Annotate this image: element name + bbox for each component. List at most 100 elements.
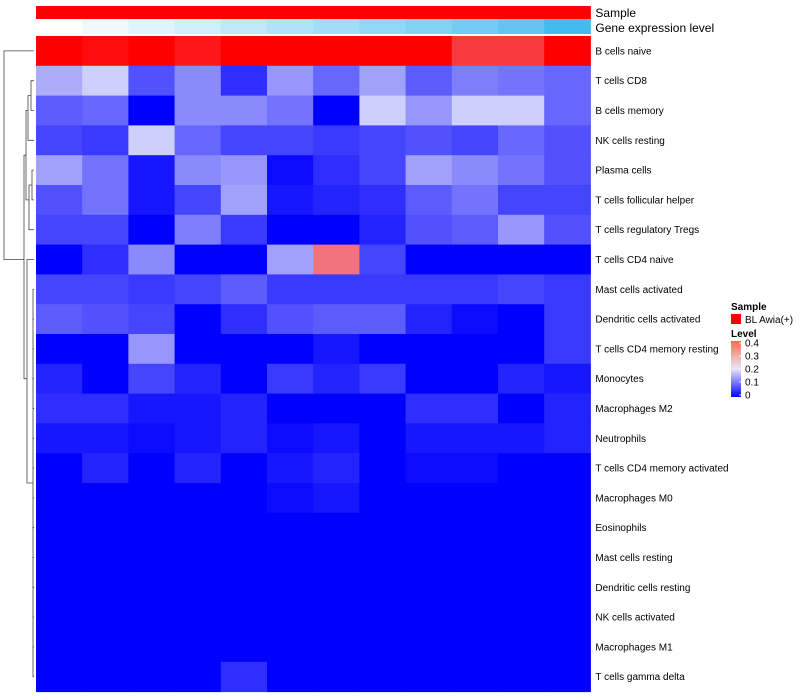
heatmap-cell <box>405 423 453 454</box>
heatmap-cell <box>36 95 83 126</box>
heatmap-cell <box>405 602 453 633</box>
dendrogram-branch <box>3 50 34 260</box>
heatmap-cell <box>267 453 314 484</box>
heatmap-cell <box>128 542 176 573</box>
heatmap-cell <box>359 334 407 365</box>
heatmap-cell <box>82 214 129 246</box>
heatmap-cell <box>220 572 268 603</box>
heatmap-cell <box>498 334 545 365</box>
heatmap-cell <box>174 274 222 305</box>
heatmap-cell <box>36 334 83 365</box>
heatmap-cell <box>174 95 222 126</box>
heatmap-cell <box>313 125 360 156</box>
heatmap-cell <box>544 423 591 454</box>
heatmap-cell <box>82 274 129 305</box>
sample-track-cell <box>544 6 591 19</box>
heatmap-cell <box>544 244 591 275</box>
heatmap-cell <box>82 483 129 514</box>
dendrogram-branch <box>32 318 34 350</box>
heatmap-cell <box>498 304 545 335</box>
heatmap-cell <box>405 244 453 275</box>
row-label: Mast cells activated <box>595 285 682 296</box>
heatmap-cell <box>498 274 545 305</box>
heatmap-cell <box>544 304 591 335</box>
heatmap-cell <box>313 36 360 67</box>
heatmap-cell <box>128 125 176 156</box>
heatmap-cell <box>128 95 176 126</box>
heatmap-cell <box>267 572 314 603</box>
dendrogram-branch <box>32 586 34 618</box>
sample-track-cell <box>451 6 499 19</box>
heatmap-cell <box>544 602 591 633</box>
heatmap-cell <box>174 661 222 693</box>
heatmap-cell <box>544 65 591 97</box>
sample-track-cell <box>36 6 83 19</box>
row-dendrogram <box>3 50 34 678</box>
gene-track-cell <box>220 19 268 34</box>
heatmap-cell <box>359 185 407 216</box>
sample-track-cell <box>128 6 176 19</box>
heatmap-cell <box>498 632 545 663</box>
dendrogram-branch <box>32 557 34 588</box>
dendrogram-branch <box>23 154 27 380</box>
heatmap-cell <box>174 214 222 246</box>
heatmap-cell <box>82 572 129 603</box>
legend-level-ticks: 0 0.1 0.2 0.3 0.4 <box>739 339 759 402</box>
heatmap-cell <box>313 423 360 454</box>
heatmap-cell <box>36 214 83 246</box>
heatmap-cell <box>174 542 222 573</box>
heatmap-cell <box>451 214 499 246</box>
heatmap-cell <box>313 453 360 484</box>
heatmap-cell <box>36 36 83 67</box>
heatmap-cell <box>220 244 268 275</box>
heatmap-cell <box>451 512 499 544</box>
heatmap-cell <box>405 393 453 424</box>
heatmap-cell <box>359 214 407 246</box>
legend-level-title: Level <box>731 329 757 340</box>
heatmap-cell <box>451 155 499 186</box>
row-label: Macrophages M2 <box>595 404 673 415</box>
heatmap-cell <box>82 542 129 573</box>
sample-track-cell <box>313 6 360 19</box>
heatmap-cell <box>544 36 591 67</box>
heatmap-cell <box>220 453 268 484</box>
heatmap-cell <box>451 632 499 663</box>
heatmap-cell <box>36 393 83 424</box>
heatmap-cell <box>405 274 453 305</box>
heatmap-cell <box>451 36 499 67</box>
heatmap-cell <box>313 185 360 216</box>
heatmap-cell <box>82 453 129 484</box>
heatmap-cell <box>405 185 453 216</box>
heatmap-cell <box>36 453 83 484</box>
row-label: Plasma cells <box>595 166 651 177</box>
heatmap-cell <box>359 274 407 305</box>
heatmap-cell <box>267 36 314 67</box>
heatmap-cell <box>36 274 83 305</box>
dendrogram-branch <box>32 378 34 409</box>
heatmap-cell <box>544 185 591 216</box>
heatmap-cell <box>498 363 545 395</box>
heatmap-cell <box>36 572 83 603</box>
heatmap-cell <box>313 602 360 633</box>
sample-track-cell <box>405 6 453 19</box>
heatmap-cell <box>36 65 83 97</box>
heatmap-cell <box>267 214 314 246</box>
heatmap-cell <box>267 363 314 395</box>
heatmap-cell <box>313 393 360 424</box>
heatmap-cell <box>544 661 591 693</box>
heatmap-cell <box>36 125 83 156</box>
heatmap-cell <box>267 423 314 454</box>
heatmap-cell <box>267 155 314 186</box>
sample-track-cell <box>267 6 314 19</box>
heatmap-cell <box>36 304 83 335</box>
heatmap-cell <box>174 155 222 186</box>
heatmap-cell <box>544 95 591 126</box>
heatmap-cell <box>128 65 176 97</box>
heatmap-cell <box>405 632 453 663</box>
heatmap-cell <box>36 423 83 454</box>
legend-level-colorbar <box>731 341 741 397</box>
heatmap-cell <box>359 632 407 663</box>
heatmap-cell <box>220 334 268 365</box>
